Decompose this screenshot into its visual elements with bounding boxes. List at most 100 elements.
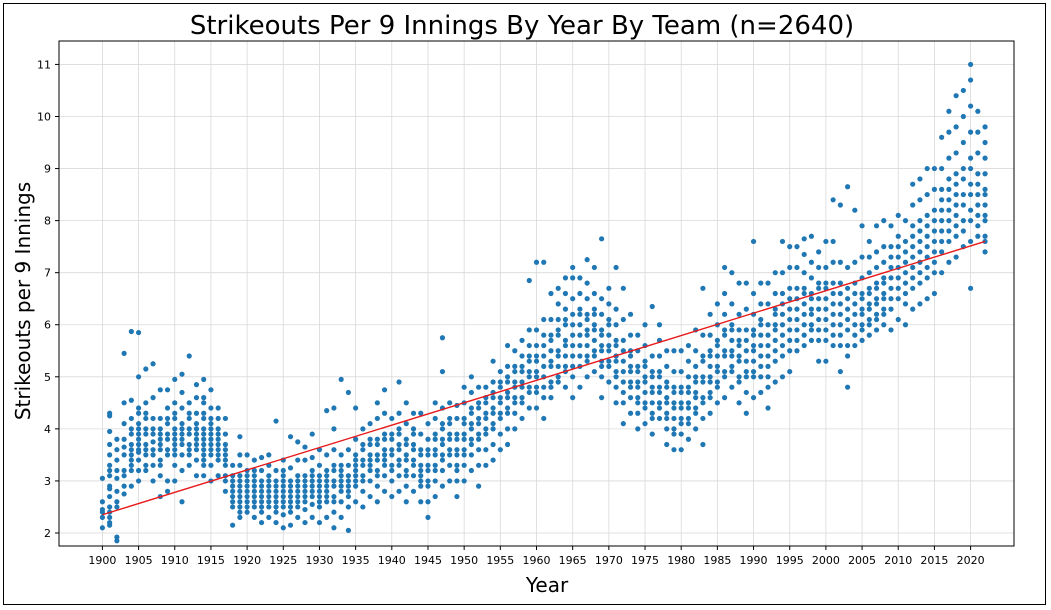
- data-point: [707, 410, 713, 416]
- data-point: [461, 415, 467, 422]
- data-point: [273, 488, 279, 494]
- data-point: [548, 332, 554, 338]
- data-point: [418, 473, 424, 479]
- data-point: [367, 493, 373, 500]
- data-point: [649, 389, 655, 396]
- data-point: [591, 368, 597, 375]
- data-point: [353, 483, 359, 489]
- data-point: [584, 280, 590, 286]
- data-point: [808, 337, 815, 343]
- data-point: [121, 473, 127, 479]
- x-tick-label: 1945: [414, 554, 442, 567]
- data-point: [157, 387, 163, 393]
- data-point: [389, 467, 395, 474]
- data-point: [960, 191, 966, 198]
- data-point: [135, 441, 142, 448]
- data-point: [707, 353, 713, 359]
- data-point: [381, 462, 388, 468]
- data-point: [107, 452, 113, 458]
- data-point: [324, 499, 330, 505]
- data-point: [454, 436, 460, 442]
- data-point: [765, 322, 771, 328]
- data-point: [664, 400, 670, 406]
- data-point: [447, 478, 453, 484]
- data-point: [837, 202, 843, 208]
- data-point: [193, 431, 200, 437]
- data-point: [577, 332, 583, 338]
- data-point: [975, 223, 981, 229]
- data-point: [924, 223, 930, 229]
- data-point: [837, 290, 843, 297]
- data-point: [700, 395, 706, 401]
- data-point: [172, 376, 178, 383]
- data-point: [302, 478, 308, 484]
- data-point: [128, 483, 134, 489]
- data-point: [678, 368, 684, 375]
- data-point: [729, 270, 735, 276]
- data-point: [316, 493, 323, 500]
- data-point: [403, 441, 409, 448]
- data-point: [512, 368, 518, 375]
- data-point: [410, 441, 417, 448]
- data-point: [121, 400, 127, 406]
- data-point: [642, 358, 648, 364]
- data-point: [750, 332, 757, 338]
- data-point: [852, 207, 858, 213]
- data-point: [808, 275, 815, 281]
- data-point: [577, 384, 583, 390]
- data-point: [873, 311, 880, 317]
- data-point: [302, 493, 308, 500]
- data-point: [685, 389, 692, 396]
- data-point: [758, 363, 764, 369]
- data-point: [939, 134, 945, 140]
- data-point: [128, 452, 134, 458]
- data-point: [953, 124, 959, 130]
- data-point: [316, 473, 323, 479]
- data-point: [439, 483, 446, 489]
- data-point: [599, 348, 605, 354]
- data-point: [772, 311, 778, 317]
- data-point: [960, 202, 966, 208]
- data-point: [331, 525, 337, 531]
- data-point: [237, 473, 243, 479]
- data-point: [461, 431, 467, 437]
- y-tick-label: 11: [37, 58, 51, 71]
- data-point: [837, 332, 843, 338]
- data-point: [403, 452, 409, 458]
- data-point: [266, 499, 272, 505]
- data-point: [237, 509, 243, 515]
- data-point: [302, 483, 308, 489]
- data-point: [967, 285, 974, 291]
- data-point: [584, 353, 590, 359]
- data-point: [179, 431, 185, 437]
- data-point: [917, 280, 923, 286]
- data-point: [982, 186, 988, 192]
- data-point: [345, 527, 351, 533]
- data-point: [302, 473, 308, 479]
- data-point: [367, 478, 373, 484]
- data-point: [881, 306, 887, 312]
- data-point: [837, 301, 843, 307]
- data-point: [193, 421, 200, 427]
- data-point: [309, 488, 315, 494]
- data-point: [830, 332, 836, 338]
- data-point: [287, 522, 294, 528]
- data-point: [425, 421, 431, 427]
- data-point: [476, 405, 482, 411]
- data-point: [403, 421, 409, 427]
- data-point: [403, 436, 409, 442]
- data-point: [114, 488, 120, 494]
- data-point: [642, 374, 648, 380]
- data-point: [367, 452, 373, 458]
- data-point: [222, 478, 229, 484]
- data-point: [548, 358, 554, 364]
- data-point: [251, 514, 257, 520]
- data-point: [208, 441, 214, 448]
- data-point: [497, 431, 503, 437]
- data-point: [381, 473, 388, 479]
- data-point: [114, 534, 120, 540]
- data-point: [389, 478, 395, 484]
- data-point: [671, 405, 677, 411]
- data-point: [844, 184, 851, 190]
- data-point: [664, 379, 670, 385]
